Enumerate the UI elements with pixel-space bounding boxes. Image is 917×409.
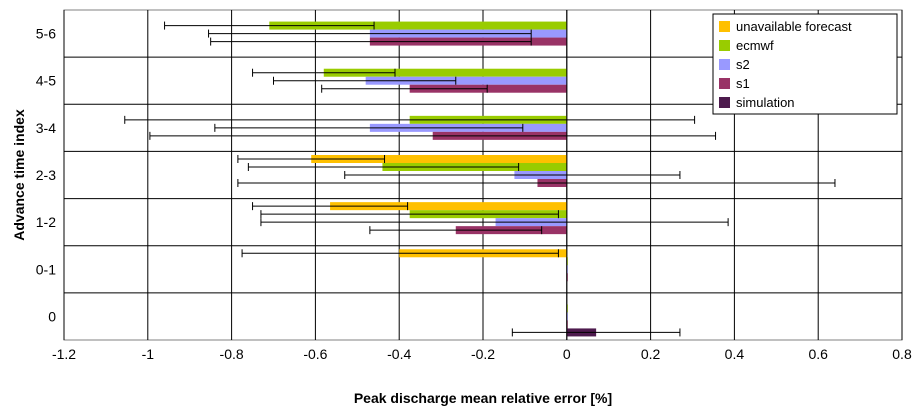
x-axis-title: Peak discharge mean relative error [%]: [354, 390, 612, 406]
y-tick-label: 4-5: [36, 73, 56, 89]
x-tick-label: -1: [142, 346, 155, 362]
y-tick-label: 0: [48, 308, 56, 324]
y-tick-labels: 0 0-1 1-2 2-3 3-4 4-5 5-6: [36, 26, 56, 325]
x-tick-labels: -1.2 -1 -0.8 -0.6 -0.4 -0.2 0 0.2 0.4 0.6 0.8: [52, 346, 912, 362]
legend-swatch: [719, 21, 730, 32]
legend-swatch: [719, 97, 730, 108]
y-tick-label: 5-6: [36, 26, 56, 42]
x-tick-label: -1.2: [52, 346, 76, 362]
bar: [269, 21, 567, 30]
legend-label: simulation: [736, 95, 795, 110]
legend-label: unavailable forecast: [736, 19, 852, 34]
x-tick-label: -0.2: [471, 346, 495, 362]
x-tick-label: 0.8: [892, 346, 912, 362]
y-tick-label: 2-3: [36, 167, 56, 183]
bar: [365, 76, 567, 85]
x-tick-label: -0.4: [387, 346, 411, 362]
legend-swatch: [719, 59, 730, 70]
legend-box: [712, 13, 898, 115]
legend: unavailable forecast ecmwf s2 s1 simulation: [712, 13, 898, 115]
bar: [311, 155, 567, 163]
x-tick-label: 0.2: [641, 346, 661, 362]
y-tick-label: 0-1: [36, 261, 56, 277]
error-bars: [124, 10, 836, 340]
legend-swatch: [719, 78, 730, 89]
legend-label: s1: [736, 76, 750, 91]
bar: [409, 84, 567, 93]
legend-label: ecmwf: [736, 38, 774, 53]
x-tick-label: 0.6: [808, 346, 828, 362]
y-axis-title: Advance time index: [11, 109, 27, 241]
legend-items: unavailable forecast ecmwf s2 s1 simulation: [719, 19, 852, 110]
bar: [323, 68, 567, 77]
y-tick-label: 1-2: [36, 214, 56, 230]
legend-label: s2: [736, 57, 750, 72]
x-tick-label: -0.8: [220, 346, 244, 362]
legend-swatch: [719, 40, 730, 51]
x-tick-label: 0.4: [725, 346, 745, 362]
y-tick-label: 3-4: [36, 120, 56, 136]
x-tick-label: -0.6: [303, 346, 327, 362]
bar: [330, 202, 567, 211]
x-tick-label: 0: [563, 346, 571, 362]
